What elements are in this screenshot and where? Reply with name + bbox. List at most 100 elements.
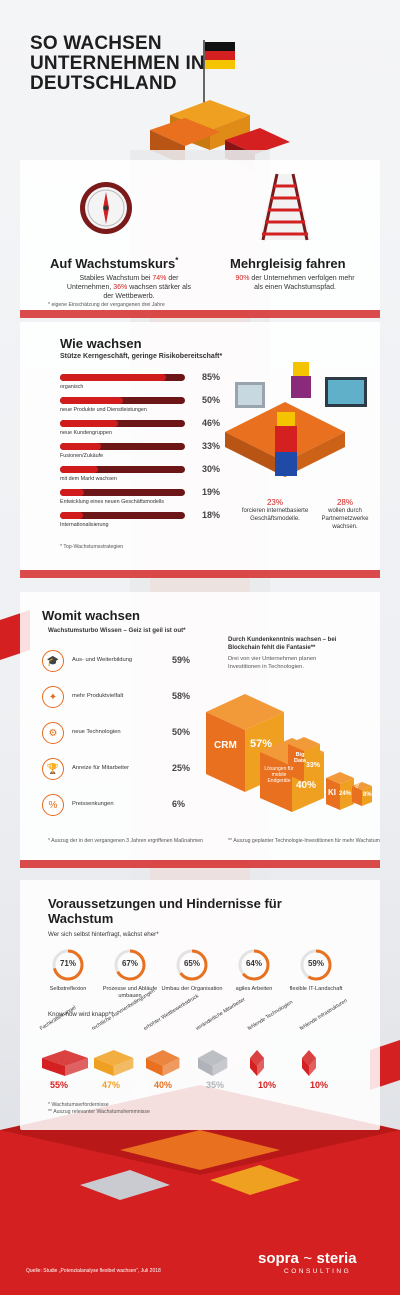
- bar-label: Internationalisierung: [60, 522, 109, 528]
- technology-bricks-graphic: [206, 694, 372, 812]
- bar-track: [60, 443, 185, 450]
- graduation-cap-icon: 🎓: [42, 650, 64, 672]
- bar-value: 18%: [202, 510, 221, 520]
- strategy-bar: 46% neue Kundengruppen: [60, 418, 230, 440]
- bar-track: [60, 466, 185, 473]
- section2-stat-partners: 28% wollen durch Partnernetzwerke wachse…: [321, 498, 369, 530]
- compass-icon: [80, 182, 132, 234]
- ring-value: 65%: [183, 959, 200, 968]
- bar-label: neue Produkte und Dienstleistungen: [60, 407, 147, 413]
- bar-fill: [60, 397, 123, 404]
- obstacle-item: Fachkräftemangel 55%: [39, 1005, 96, 1098]
- obstacle-item: rechtliche Rahmenbedingungen 47%: [91, 988, 156, 1098]
- flag-stripe-black: [205, 42, 235, 51]
- section2-stat-internet: 23% forcieren internetbasierte Geschäfts…: [241, 498, 309, 522]
- section3-right-heading: Durch Kundenkenntnis wachsen – bei Block…: [228, 637, 337, 651]
- lever-label: Anreize für Mitarbeiter: [72, 765, 130, 771]
- growth-lever: % Preissenkungen 6%: [42, 794, 222, 822]
- strategy-bar: 30% mit dem Markt wachsen: [60, 464, 230, 486]
- section1-right-heading: Mehrgleisig fahren: [230, 256, 346, 271]
- flag-stripe-gold: [205, 60, 235, 69]
- obstacle-item: veränderliche Mitarbeiter 35%: [195, 997, 252, 1098]
- lever-label: Preissenkungen: [72, 801, 114, 807]
- section-with-what: Womit wachsen Wachstumsturbo Wissen – Ge…: [20, 592, 380, 860]
- bar-value: 30%: [202, 464, 221, 474]
- trophy-icon: 🏆: [42, 758, 64, 780]
- progress-ring: [300, 949, 332, 981]
- section1-pct-stronger: 36%: [113, 284, 128, 291]
- tech-pct-mobile: 40%: [296, 780, 317, 791]
- progress-ring: [176, 949, 208, 981]
- brand-logo: sopra ~ steria CONSULTING: [258, 1250, 357, 1275]
- progress-ring: [114, 949, 146, 981]
- brand-right: steria: [316, 1250, 357, 1267]
- obstacle-brick: [250, 1050, 264, 1076]
- bar-fill: [60, 420, 118, 427]
- brand-sub: CONSULTING: [284, 1268, 352, 1275]
- lever-value: 59%: [172, 655, 191, 665]
- flag-pole: [203, 40, 205, 130]
- obstacle-value: 10%: [258, 1080, 277, 1090]
- obstacle-item: fehlende Technologien 10%: [247, 999, 304, 1098]
- section1-left-heading-mark: *: [175, 256, 179, 265]
- obstacle-label: veränderliche Mitarbeiter: [194, 996, 247, 1032]
- section3-heading: Womit wachsen: [42, 608, 141, 623]
- bar-fill: [60, 374, 167, 381]
- section1-footnote: * eigene Einschätzung der vergangenen dr…: [48, 302, 165, 308]
- section3-footnote-left: * Auszug der in den vergangenen 3 Jahren…: [48, 838, 204, 844]
- brand-separator-icon: ~: [303, 1250, 313, 1267]
- growth-lever: 🎓 Aus- und Weiterbildung 59%: [42, 650, 222, 678]
- section-requirements-obstacles: Voraussetzungen und Hindernisse für Wach…: [20, 880, 380, 1130]
- bar-value: 50%: [202, 395, 221, 405]
- growth-lever: ✦ mehr Produktvielfalt 58%: [42, 686, 222, 714]
- obstacle-brick: [302, 1050, 316, 1076]
- strategy-bar: 85% organisch: [60, 372, 230, 394]
- section-how-grow: Wie wachsen Stütze Kerngeschäft, geringe…: [20, 322, 380, 570]
- lever-label: Aus- und Weiterbildung: [72, 657, 133, 663]
- lever-label: neue Technologien: [72, 729, 121, 735]
- obstacle-label: fehlende Infrastrukturen: [298, 997, 349, 1032]
- obstacle-label: fehlende Technologien: [246, 999, 294, 1032]
- gear-icon: ⚙: [42, 722, 64, 744]
- lever-value: 50%: [172, 727, 191, 737]
- progress-ring: [52, 949, 84, 981]
- ring-label: flexible IT-Landschaft: [289, 986, 343, 992]
- section4-heading: Voraussetzungen und Hindernisse für Wach…: [48, 896, 282, 926]
- obstacle-brick: [146, 1050, 180, 1076]
- obstacle-brick: [94, 1050, 134, 1076]
- technology-bricks: CRM 57% Lösungen für mobile Endgeräte 40…: [200, 682, 380, 832]
- section2-subheading: Stütze Kerngeschäft, geringe Risikoberei…: [60, 353, 223, 360]
- railway-track-icon: [259, 173, 311, 241]
- section3-subheading: Wachstumsturbo Wissen – Geiz ist geil is…: [48, 627, 186, 634]
- bar-track: [60, 397, 185, 404]
- section4-knowhow-heading: Know-how wird knapp**: [48, 1011, 114, 1018]
- lever-value: 6%: [172, 799, 186, 809]
- bar-track: [60, 420, 185, 427]
- tech-pct-bigdata: 33%: [306, 762, 321, 769]
- growth-lever: 🏆 Anreize für Mitarbeiter 25%: [42, 758, 222, 786]
- progress-ring: [238, 949, 270, 981]
- bar-fill: [60, 443, 102, 450]
- bar-track: [60, 374, 185, 381]
- section2-heading: Wie wachsen: [60, 336, 142, 351]
- ring-value: 59%: [307, 959, 324, 968]
- obstacle-item: fehlende Infrastrukturen 10%: [299, 998, 356, 1098]
- tech-label-mobile: Lösungen für mobile Endgeräte: [264, 766, 294, 784]
- bar-value: 33%: [202, 441, 221, 451]
- obstacle-item: erhöhter Wettbewerbsdruck 40%: [143, 993, 200, 1098]
- bar-track: [60, 489, 185, 496]
- ring-value: 71%: [59, 959, 76, 968]
- strategy-bar: 18% Internationalisierung: [60, 510, 230, 532]
- bar-fill: [60, 512, 83, 519]
- strategy-bar: 19% Entwicklung eines neuen Geschäftsmode…: [60, 487, 230, 509]
- strategy-bar: 33% Fusionen/Zukäufe: [60, 441, 230, 463]
- bar-value: 46%: [202, 418, 221, 428]
- bar-label: organisch: [60, 384, 84, 390]
- section3-footnote-right: ** Auszug geplanter Technologie-Investit…: [228, 838, 380, 844]
- page-title: SO WACHSEN UNTERNEHMEN IN DEUTSCHLAND: [30, 33, 205, 94]
- strategy-bar: 50% neue Produkte und Dienstleistungen: [60, 395, 230, 417]
- bar-value: 85%: [202, 372, 221, 382]
- ring-value: 67%: [121, 959, 138, 968]
- price-tag-icon: %: [42, 794, 64, 816]
- lever-value: 25%: [172, 763, 191, 773]
